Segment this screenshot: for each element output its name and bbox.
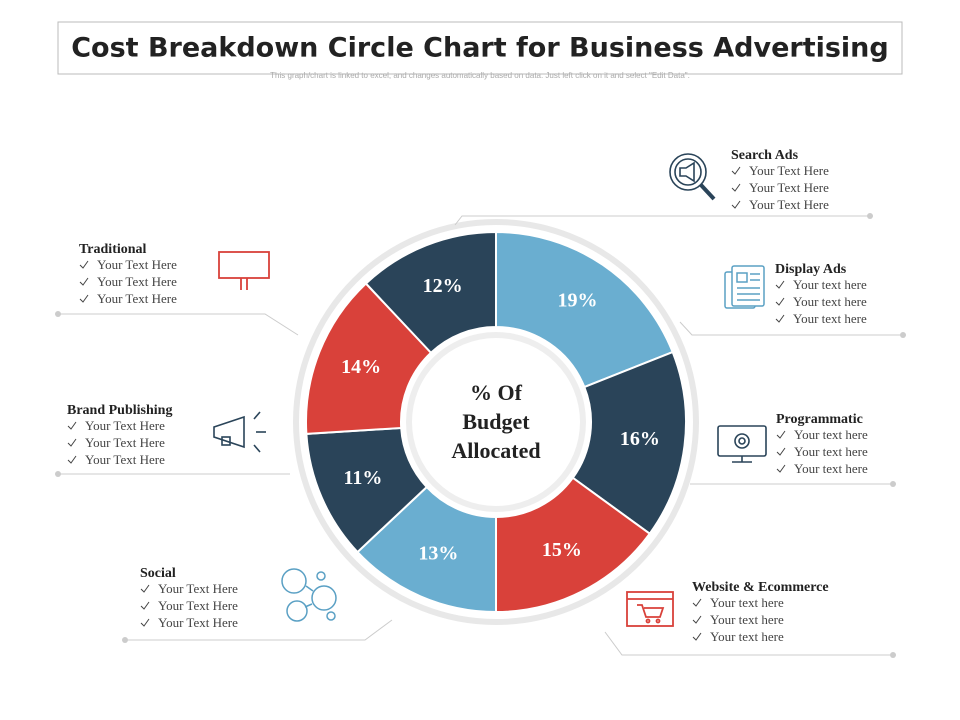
check-icon — [731, 200, 741, 209]
check-icon — [776, 447, 786, 456]
icon-billboard — [218, 251, 270, 290]
icon-megaphone — [213, 411, 266, 453]
check-icon — [67, 421, 77, 430]
check-icon — [79, 260, 89, 269]
icon-cart — [626, 591, 674, 627]
segment-label: 11% — [343, 467, 382, 489]
callout-item: Your text here — [710, 612, 784, 627]
check-icon — [79, 277, 89, 286]
callout-item: Your Text Here — [158, 615, 238, 630]
callout-title: Brand Publishing — [67, 403, 172, 418]
segment — [364, 230, 497, 355]
segment-label: 15% — [542, 539, 582, 561]
icon-display — [724, 265, 765, 309]
icon-social — [281, 568, 337, 622]
segment — [495, 230, 674, 389]
icon-search — [669, 153, 716, 201]
icon-programmatic — [717, 425, 767, 463]
callout-item: Your Text Here — [97, 257, 177, 272]
segment-label: 12% — [423, 275, 463, 297]
callout-title: Display Ads — [775, 262, 847, 277]
center — [412, 338, 580, 506]
callout-item: Your text here — [793, 311, 867, 326]
callout-item: Your text here — [710, 629, 784, 644]
callout-item: Your Text Here — [749, 197, 829, 212]
callout-item: Your Text Here — [158, 581, 238, 596]
check-icon — [140, 618, 150, 627]
callout-item: Your Text Here — [85, 452, 165, 467]
callout-item: Your text here — [793, 294, 867, 309]
check-icon — [692, 632, 702, 641]
check-icon — [775, 280, 785, 289]
title-box — [57, 21, 903, 75]
check-icon — [731, 166, 741, 175]
check-icon — [692, 598, 702, 607]
check-icon — [775, 297, 785, 306]
check-icon — [67, 438, 77, 447]
callout-title: Website & Ecommerce — [692, 580, 829, 595]
check-icon — [79, 294, 89, 303]
callout-item: Your Text Here — [85, 418, 165, 433]
segment-label: 13% — [418, 543, 458, 565]
callout-title: Social — [140, 566, 176, 581]
callout-item: Your Text Here — [749, 163, 829, 178]
check-icon — [140, 584, 150, 593]
callout-item: Your text here — [710, 595, 784, 610]
check-icon — [731, 183, 741, 192]
title: Cost Breakdown Circle Chart for Business… — [71, 33, 889, 64]
connectors — [55, 213, 906, 658]
check-icon — [775, 314, 785, 323]
callout-item: Your Text Here — [97, 274, 177, 289]
callout-item: Your text here — [794, 461, 868, 476]
callout-item: Your Text Here — [749, 180, 829, 195]
callout-item: Your text here — [794, 427, 868, 442]
check-icon — [776, 464, 786, 473]
check-icon — [776, 430, 786, 439]
segment — [571, 350, 687, 536]
center-label: % Of — [470, 380, 523, 405]
segment-label: 16% — [620, 428, 660, 450]
callout-title: Programmatic — [776, 412, 863, 427]
check-icon — [692, 615, 702, 624]
callout-item: Your text here — [794, 444, 868, 459]
callout-item: Your Text Here — [85, 435, 165, 450]
subtitle: This graph/chart is linked to excel, and… — [270, 71, 690, 80]
segment-label: 19% — [558, 290, 598, 312]
callout-title: Search Ads — [731, 148, 799, 163]
callout-item: Your text here — [793, 277, 867, 292]
segment-label: 14% — [341, 356, 381, 378]
callout-item: Your Text Here — [158, 598, 238, 613]
donut: 19% 16% 15% 13% 11% 14% 12% — [305, 230, 687, 614]
check-icon — [140, 601, 150, 610]
callout-item: Your Text Here — [97, 291, 177, 306]
check-icon — [67, 455, 77, 464]
center-label: Budget — [462, 409, 530, 434]
center-label: Allocated — [451, 438, 540, 463]
callout-title: Traditional — [79, 242, 147, 257]
